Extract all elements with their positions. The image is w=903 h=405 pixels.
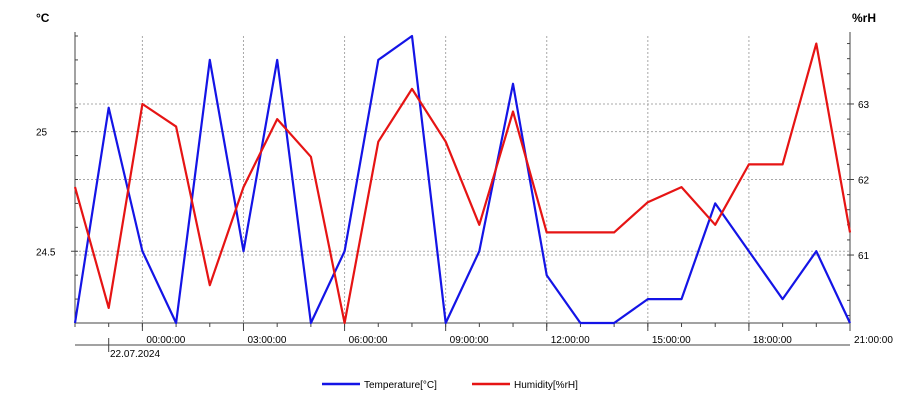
legend-label: Humidity[%rH] bbox=[514, 380, 578, 391]
legend-label: Temperature[°C] bbox=[364, 380, 437, 391]
legend: Temperature[°C] Humidity[%rH] bbox=[322, 380, 578, 391]
right-tick-label: 63 bbox=[858, 100, 870, 111]
x-tick-label: 03:00:00 bbox=[247, 335, 286, 346]
left-axis-unit: °C bbox=[36, 11, 50, 25]
left-tick-label: 24.5 bbox=[36, 247, 56, 258]
x-tick-label: 18:00:00 bbox=[753, 335, 792, 346]
x-tick-label: 00:00:00 bbox=[146, 335, 185, 346]
x-tick-label: 21:00:00 bbox=[854, 335, 893, 346]
x-tick-label: 09:00:00 bbox=[450, 335, 489, 346]
series-lines bbox=[73, 34, 852, 325]
right-tick-label: 61 bbox=[858, 251, 870, 262]
x-tick-label: 12:00:00 bbox=[551, 335, 590, 346]
series-line-temperature bbox=[73, 34, 851, 325]
x-tick-label: 06:00:00 bbox=[349, 335, 388, 346]
right-tick-label: 62 bbox=[858, 176, 870, 187]
x-tick-label: 15:00:00 bbox=[652, 335, 691, 346]
series-line-humidity bbox=[73, 42, 852, 325]
axes: 25 24.5 63 62 61 00:00:00 03:00:00 06:00:00 09:0… bbox=[36, 32, 893, 352]
right-axis-unit: %rH bbox=[852, 11, 876, 25]
left-tick-label: 25 bbox=[36, 128, 48, 139]
grid bbox=[75, 36, 851, 323]
x-start-date-label: 22.07.2024 bbox=[110, 349, 160, 360]
